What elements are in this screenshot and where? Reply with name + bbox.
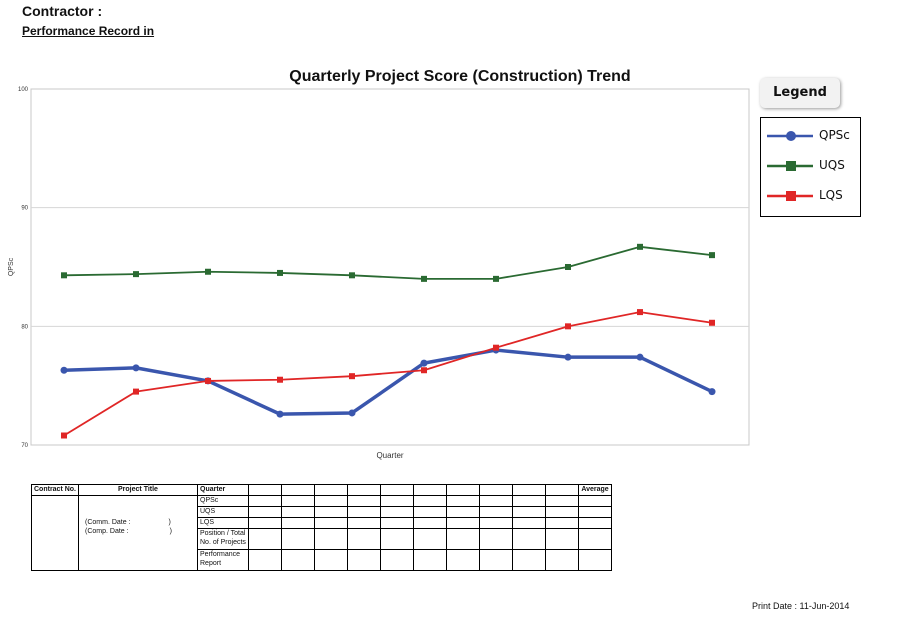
plot-area-frame [30,88,750,446]
chart-title: Quarterly Project Score (Construction) T… [289,68,631,85]
x-axis-label: Quarter [376,451,403,460]
data-point-lqs [133,388,139,395]
data-point-lqs [709,319,715,326]
legend-swatch-qpsc [767,131,813,141]
data-point-qpsc [564,353,572,361]
y-axis-label: QPSc [8,257,15,276]
quarter-cell [380,484,414,496]
comp-date-label: (Comp. Date : [85,528,129,535]
data-point-lqs [277,376,283,383]
series-line-lqs [63,311,713,437]
data-point-qpsc [276,410,284,418]
quarter-cell [248,484,282,496]
quarter-cell [281,484,315,496]
series-line-qpsc [63,348,713,416]
project-title-cell: (Comm. Date :) (Comp. Date :) [78,495,198,571]
data-point-uqs [205,268,211,275]
y-tick-label: 90 [21,206,28,212]
row-label-lqs: LQS [197,517,249,529]
data-point-lqs [205,377,211,384]
data-point-lqs [565,323,571,330]
quarter-cell [512,484,546,496]
row-label-qpsc: QPSc [197,495,249,507]
data-point-lqs [637,309,643,316]
performance-record-label: Performance Record in [22,24,155,38]
quarter-cell [314,484,348,496]
data-point-qpsc [348,409,356,417]
legend: QPSc UQS LQS [760,117,861,217]
data-point-uqs [709,252,715,259]
data-point-uqs [493,275,499,282]
legend-item-lqs: LQS [767,186,843,206]
contract-no-header: Contract No. [31,484,79,496]
data-point-uqs [277,269,283,276]
comm-date-label: (Comm. Date : [85,519,131,526]
data-point-qpsc [420,359,428,367]
data-point-uqs [61,272,67,279]
data-point-qpsc [60,366,68,374]
data-point-uqs [349,272,355,279]
row-label-performance-report: Performance Report [197,549,249,571]
legend-label-uqs: UQS [819,158,845,172]
legend-item-qpsc: QPSc [767,126,850,146]
data-point-uqs [421,275,427,282]
legend-label-qpsc: QPSc [819,128,850,142]
data-point-qpsc [132,364,140,372]
project-title-header: Project Title [78,484,198,496]
data-point-uqs [565,264,571,270]
legend-swatch-uqs [767,161,813,171]
quarter-cell [479,484,513,496]
y-tick-label: 70 [21,443,28,449]
legend-title: Legend [760,78,840,108]
quarter-cell [545,484,579,496]
comp-date-close: ) [169,528,172,535]
performance-record-table: Contract No. Project Title Quarter Avera… [31,484,612,571]
data-point-lqs [61,432,67,439]
quarter-cell [413,484,447,496]
row-label-uqs: UQS [197,506,249,518]
data-point-qpsc [636,353,644,361]
y-tick-label: 80 [21,324,28,330]
data-point-uqs [133,271,139,278]
average-header: Average [578,484,612,496]
quarter-header: Quarter [197,484,249,496]
legend-swatch-lqs [767,191,813,201]
quarter-cell [446,484,480,496]
comm-date-close: ) [168,519,171,526]
series-line-uqs [63,245,713,280]
data-point-uqs [637,243,643,250]
legend-label-lqs: LQS [819,188,843,202]
contract-no-cell [31,495,79,571]
quarter-cell [347,484,381,496]
data-point-qpsc [708,388,716,396]
row-label-position: Position / Total No. of Projects [197,528,249,550]
contractor-label: Contractor : [22,3,103,19]
print-date: Print Date : 11-Jun-2014 [752,601,850,611]
data-point-lqs [349,373,355,380]
legend-item-uqs: UQS [767,156,845,176]
y-tick-label: 100 [18,87,29,93]
data-point-lqs [493,344,499,351]
data-point-lqs [421,367,427,374]
